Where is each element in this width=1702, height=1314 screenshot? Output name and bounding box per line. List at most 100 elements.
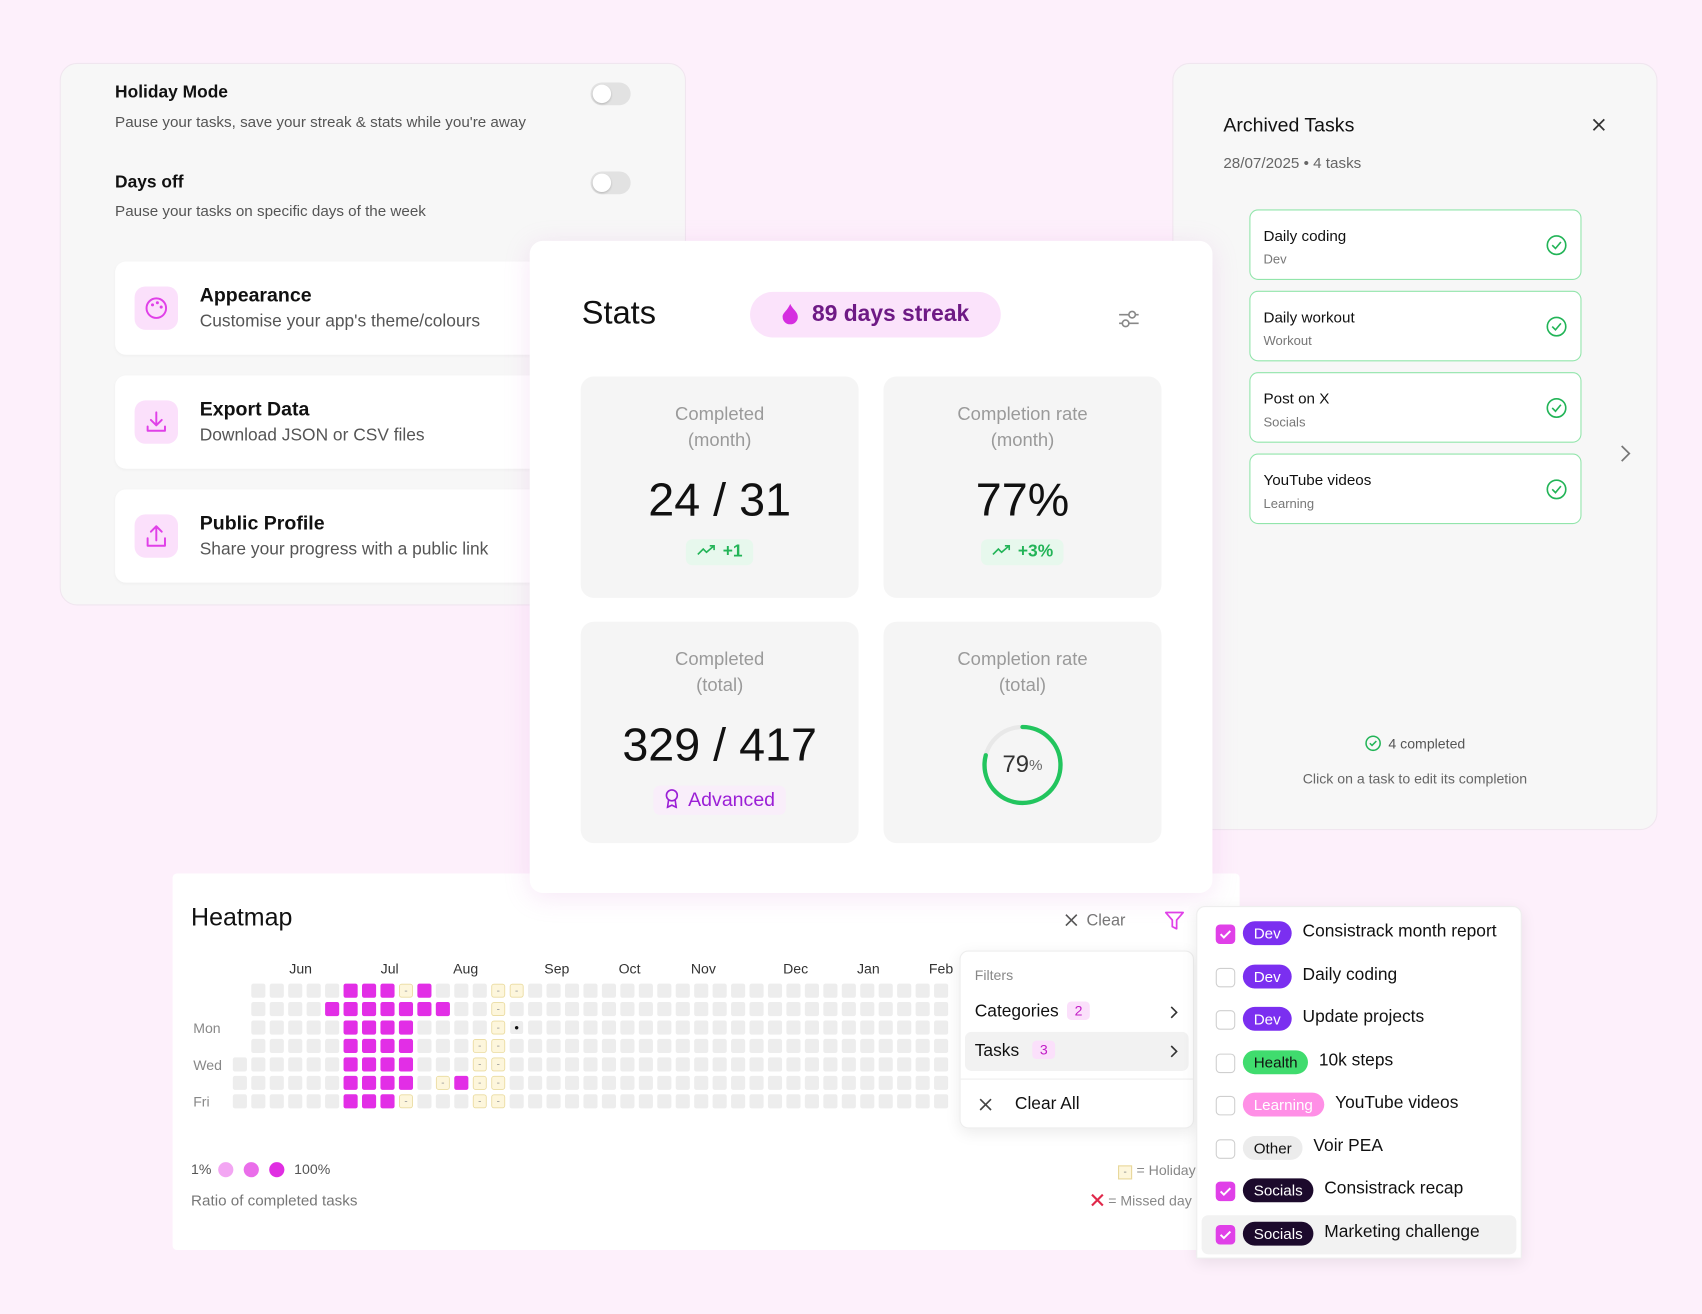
- check-icon: [1546, 235, 1567, 256]
- heatmap-cell: [251, 1075, 266, 1090]
- heatmap-cell: [860, 1038, 875, 1054]
- task-option[interactable]: Socials Consistrack recap: [1202, 1172, 1517, 1211]
- heatmap-cell: [675, 1057, 690, 1072]
- heatmap-cell: [657, 1075, 672, 1090]
- heatmap-cell: [897, 1002, 912, 1017]
- check-circle: [1546, 316, 1567, 337]
- legend-max: 100%: [294, 1161, 331, 1178]
- heatmap-cell: [288, 1075, 303, 1090]
- archived-task[interactable]: YouTube videos Learning: [1249, 453, 1582, 525]
- holiday-mark: -: [404, 1097, 407, 1108]
- task-option[interactable]: Learning YouTube videos: [1202, 1086, 1517, 1125]
- archived-task[interactable]: Daily workout Workout: [1249, 290, 1582, 362]
- level-text: Advanced: [688, 788, 776, 811]
- completed-summary: 4 completed: [1173, 735, 1656, 752]
- heatmap-cell: [454, 1002, 469, 1017]
- heatmap-cell: [564, 1038, 580, 1054]
- month-label: Dec: [783, 960, 808, 976]
- heatmap-cell: [934, 983, 949, 998]
- settings-button[interactable]: [1117, 307, 1141, 331]
- heatmap-cell: [657, 1094, 672, 1109]
- heatmap-cell: [878, 1094, 893, 1109]
- settings-item[interactable]: Export Data Download JSON or CSV files: [115, 375, 593, 469]
- heatmap-cell: [509, 1075, 524, 1090]
- holiday-cell: [472, 1094, 487, 1109]
- heatmap-cell: [325, 1075, 340, 1090]
- settings-item[interactable]: Appearance Customise your app's theme/co…: [115, 261, 593, 355]
- task-name: Marketing challenge: [1324, 1222, 1480, 1241]
- holiday-mark: -: [497, 1097, 500, 1108]
- item-description: Share your progress with a public link: [199, 540, 489, 559]
- trend-badge: +1: [685, 539, 754, 566]
- heatmap-cell: [325, 1020, 340, 1035]
- checkbox[interactable]: [1215, 1053, 1236, 1073]
- item-description: Customise your app's theme/colours: [199, 312, 481, 331]
- archived-task[interactable]: Daily coding Dev: [1249, 209, 1582, 280]
- heatmap-cell: [528, 983, 543, 998]
- heatmap-cell: [343, 1038, 358, 1054]
- holiday-cell: [472, 1057, 487, 1072]
- holiday-cell: [491, 1075, 506, 1090]
- checkbox[interactable]: [1215, 1224, 1236, 1245]
- heatmap-cell: [804, 1075, 819, 1090]
- legend-caption: Ratio of completed tasks: [191, 1191, 358, 1209]
- task-category: Workout: [1263, 333, 1312, 349]
- toggle-description: Pause your tasks on specific days of the…: [115, 201, 426, 220]
- heatmap-cell: [786, 1094, 801, 1109]
- filter-option[interactable]: Categories 2: [965, 993, 1189, 1032]
- heatmap-cell: [435, 983, 450, 998]
- holiday-cell: [509, 983, 524, 998]
- heatmap-cell: [564, 1020, 580, 1035]
- heatmap-cell: [306, 1020, 321, 1035]
- task-name: 10k steps: [1318, 1050, 1394, 1070]
- holiday-cell: [472, 1075, 487, 1090]
- heatmap-cell: [454, 1057, 469, 1072]
- clear-all-button[interactable]: Clear All: [965, 1085, 1189, 1124]
- task-option[interactable]: Health 10k steps: [1202, 1043, 1517, 1082]
- heatmap-cell: [915, 1038, 930, 1054]
- item-title: Export Data: [199, 398, 310, 420]
- task-option[interactable]: Other Voir PEA: [1202, 1129, 1517, 1168]
- trend-text: +3%: [1017, 542, 1054, 561]
- checkbox[interactable]: [1215, 1181, 1236, 1202]
- next-button[interactable]: [1618, 444, 1631, 464]
- heatmap-cell: [601, 1075, 616, 1090]
- heatmap-cell: [306, 1038, 321, 1054]
- task-option[interactable]: Dev Consistrack month report: [1202, 915, 1517, 954]
- heatmap-cell: [362, 983, 377, 998]
- checkbox[interactable]: [1215, 924, 1236, 944]
- checkbox[interactable]: [1215, 1138, 1236, 1159]
- filter-option[interactable]: Tasks 3: [964, 1031, 1189, 1071]
- clear-button[interactable]: Clear: [1065, 911, 1126, 930]
- heatmap-cell: [546, 1094, 561, 1109]
- heatmap-cell: [601, 1038, 616, 1054]
- heatmap-cell: [472, 1002, 487, 1017]
- heatmap-cell: [731, 1038, 746, 1054]
- close-button[interactable]: [1591, 117, 1606, 132]
- checkbox[interactable]: [1215, 1095, 1236, 1116]
- heatmap-cell: [601, 1057, 616, 1072]
- option-label: Categories: [974, 1002, 1059, 1022]
- heatmap-cell: [638, 1038, 653, 1054]
- option-label: Tasks: [974, 1041, 1020, 1061]
- clear-text: Clear: [1086, 911, 1126, 930]
- task-option[interactable]: Dev Update projects: [1202, 1000, 1517, 1039]
- ring-unit: %: [1029, 757, 1043, 774]
- task-option[interactable]: Socials Marketing challenge: [1201, 1214, 1517, 1254]
- heatmap-cell: [546, 1057, 561, 1072]
- task-option[interactable]: Dev Daily coding: [1202, 958, 1517, 997]
- ring-progress: [982, 724, 1063, 806]
- heatmap-cell: [528, 1002, 543, 1017]
- settings-item[interactable]: Public Profile Share your progress with …: [115, 489, 593, 583]
- heatmap-cell: [620, 1094, 635, 1109]
- checkbox[interactable]: [1215, 967, 1236, 987]
- toggle-switch[interactable]: [590, 171, 631, 195]
- toggle-switch[interactable]: [590, 82, 631, 106]
- toggle-title: Days off: [115, 173, 184, 193]
- checkbox[interactable]: [1215, 1010, 1236, 1030]
- filter-button[interactable]: [1164, 911, 1185, 931]
- heatmap-cell: [823, 1094, 838, 1109]
- archived-task[interactable]: Post on X Socials: [1249, 372, 1582, 443]
- heatmap-cell: [362, 1038, 377, 1054]
- heatmap-cell: [343, 1075, 358, 1090]
